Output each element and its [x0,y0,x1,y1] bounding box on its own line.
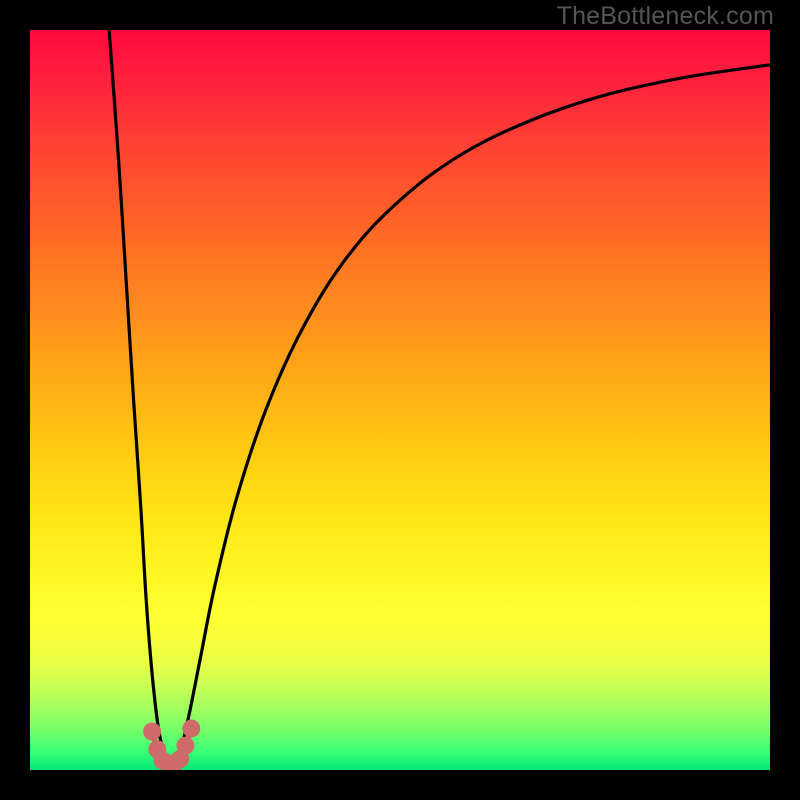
watermark-text: TheBottleneck.com [557,2,774,31]
valley-marker-dots [143,720,200,773]
valley-marker-dot [182,720,200,738]
valley-marker-dot [143,723,161,741]
bottleneck-curve-right [176,65,770,761]
valley-marker-dot [176,737,194,755]
bottleneck-curve-left [109,30,167,761]
curve-layer [0,0,800,800]
